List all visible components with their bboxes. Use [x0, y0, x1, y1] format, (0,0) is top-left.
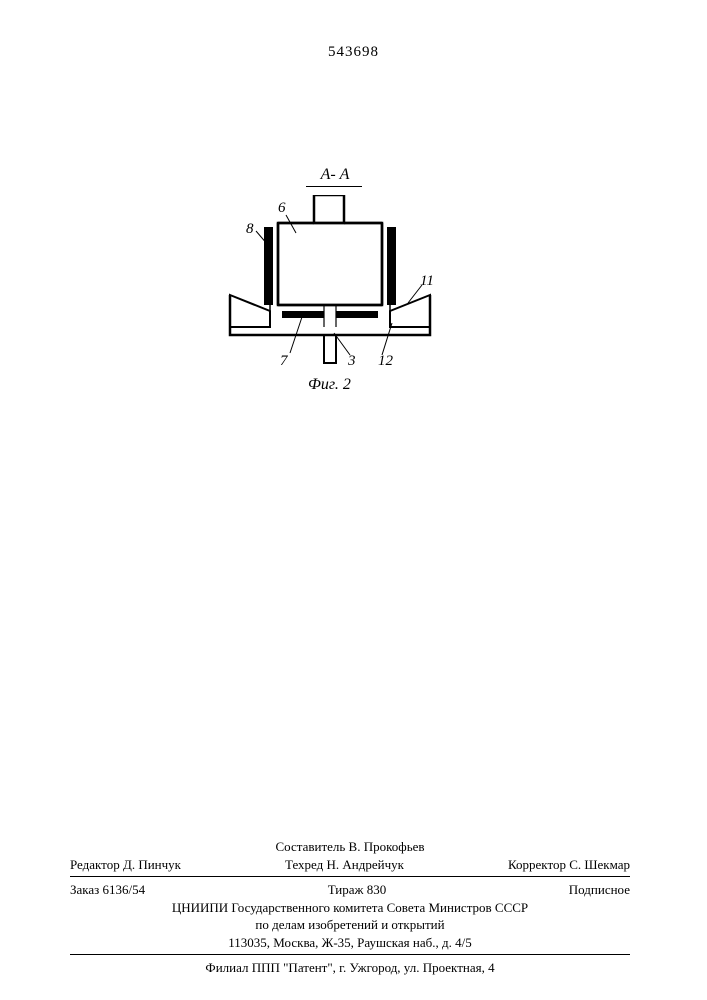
document-number: 543698 — [0, 44, 707, 61]
order: Заказ 6136/54 — [70, 881, 145, 899]
circulation: Тираж 830 — [328, 881, 387, 899]
ref-3: 3 — [348, 353, 356, 370]
branch-line: Филиал ППП "Патент", г. Ужгород, ул. Про… — [70, 959, 630, 977]
org-line-2: по делам изобретений и открытий — [70, 916, 630, 934]
subscription: Подписное — [569, 881, 630, 899]
section-underline — [306, 186, 362, 187]
org-line-1: ЦНИИПИ Государственного комитета Совета … — [70, 899, 630, 917]
figure-caption: Фиг. 2 — [308, 376, 351, 394]
order-row: Заказ 6136/54 Тираж 830 Подписное — [70, 881, 630, 899]
footer-rule-2 — [70, 954, 630, 955]
ref-11: 11 — [420, 273, 434, 290]
footer: Составитель В. Прокофьев Редактор Д. Пин… — [70, 838, 630, 977]
footer-rule-1 — [70, 876, 630, 877]
editor: Редактор Д. Пинчук — [70, 856, 181, 874]
corrector: Корректор С. Шекмар — [508, 856, 630, 874]
section-label: А- А — [300, 166, 370, 184]
techred: Техред Н. Андрейчук — [285, 856, 404, 874]
ref-12: 12 — [378, 353, 393, 370]
compiler-line: Составитель В. Прокофьев — [70, 838, 630, 856]
address-line: 113035, Москва, Ж-35, Раушская наб., д. … — [70, 934, 630, 952]
ref-8: 8 — [246, 221, 254, 238]
credits-row: Редактор Д. Пинчук Техред Н. Андрейчук К… — [70, 856, 630, 874]
ref-6: 6 — [278, 200, 286, 217]
ref-7: 7 — [280, 353, 288, 370]
